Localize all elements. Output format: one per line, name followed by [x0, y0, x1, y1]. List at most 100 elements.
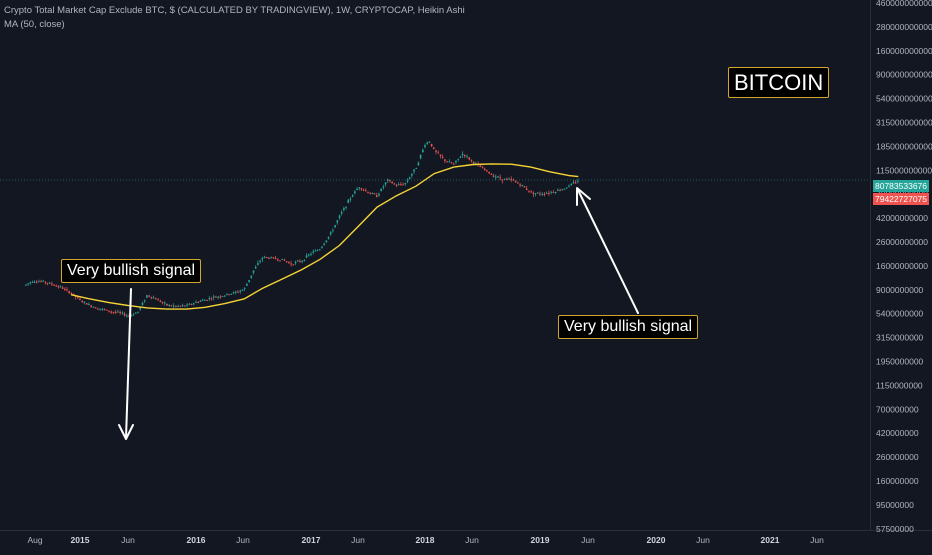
candle-up [204, 299, 206, 301]
candle-up [223, 295, 226, 297]
candle-down [157, 299, 159, 301]
time-tick-label: Jun [465, 535, 479, 545]
candle-down [514, 181, 517, 183]
candle-up [199, 300, 202, 302]
candle-up [340, 212, 343, 214]
candle-down [237, 291, 239, 293]
price-tick-label: 26000000000 [876, 237, 928, 247]
candle-down [433, 147, 435, 150]
candle-up [294, 261, 297, 264]
candle-up [536, 192, 539, 194]
candle-up [254, 266, 257, 269]
candle-down [362, 189, 365, 191]
candle-up [329, 232, 332, 235]
candle-down [525, 188, 528, 190]
candle-down [517, 182, 519, 184]
candle-down [46, 282, 49, 284]
price-tick-label: 16000000000 [876, 261, 928, 271]
candle-down [128, 315, 130, 317]
candle-down [501, 179, 504, 181]
candle-up [408, 177, 411, 180]
candle-down [528, 190, 530, 192]
candle-up [192, 303, 195, 305]
candle-up [305, 255, 308, 258]
candle-up [130, 314, 133, 316]
candle-down [175, 305, 177, 307]
candle-down [360, 188, 363, 190]
candle-up [561, 189, 564, 191]
candle-up [323, 243, 325, 246]
candle-down [375, 195, 378, 198]
candle-down [70, 293, 73, 295]
candle-down [288, 262, 290, 264]
candle-up [475, 163, 477, 165]
candle-down [369, 193, 371, 195]
candle-down [274, 258, 277, 260]
candle-down [210, 298, 213, 300]
time-tick-label: 2018 [416, 535, 435, 545]
candle-up [101, 308, 104, 310]
candle-down [85, 303, 88, 305]
candle-up [316, 250, 319, 252]
candle-up [121, 312, 124, 314]
candle-up [397, 184, 400, 186]
candle-down [391, 181, 393, 184]
candle-down [285, 261, 288, 263]
price-tick-label: 900000000000 [876, 70, 932, 80]
time-tick-label: 2020 [647, 535, 666, 545]
candle-down [179, 305, 182, 307]
candle-up [188, 303, 191, 305]
time-tick-label: Jun [810, 535, 824, 545]
candle-up [503, 178, 506, 180]
candle-down [64, 288, 66, 290]
candle-down [400, 184, 402, 186]
candle-up [263, 256, 266, 258]
signal-label-right: Very bullish signal [558, 315, 699, 340]
candle-up [534, 193, 537, 195]
time-tick-label: Jun [696, 535, 710, 545]
time-tick-label: Jun [121, 535, 135, 545]
price-tick-label: 115000000000 [876, 165, 932, 175]
price-tick-label: 46000000000000 [876, 0, 932, 8]
candle-down [277, 259, 279, 261]
candle-up [217, 296, 219, 298]
candle-up [494, 176, 497, 178]
candle-up [33, 281, 36, 283]
candle-down [265, 257, 268, 259]
candle-up [29, 282, 32, 284]
candle-up [426, 142, 429, 144]
candle-up [497, 176, 499, 178]
candle-up [572, 182, 575, 184]
candle-down [574, 182, 577, 184]
candle-down [81, 300, 84, 303]
price-tick-label: 315000000000 [876, 118, 932, 128]
candle-down [44, 281, 47, 283]
candle-up [239, 290, 242, 292]
candle-down [150, 296, 153, 298]
chart-title: Crypto Total Market Cap Exclude BTC, $ (… [4, 5, 465, 16]
candle-down [114, 312, 117, 314]
candle-down [530, 191, 532, 193]
candle-down [57, 286, 60, 288]
candle-down [402, 184, 404, 186]
candle-down [68, 291, 70, 294]
time-tick-label: 2021 [761, 535, 780, 545]
price-tick-label: 16000000000000 [876, 46, 932, 56]
candle-up [336, 220, 339, 223]
candle-up [99, 308, 101, 310]
candle-down [519, 184, 521, 186]
candle-up [143, 300, 146, 302]
candle-down [166, 303, 168, 306]
price-tick-label: 420000000 [876, 428, 919, 438]
candle-down [539, 193, 541, 195]
bitcoin-label: BITCOIN [728, 67, 830, 99]
candle-down [437, 152, 440, 154]
candle-down [439, 154, 442, 156]
candle-up [568, 185, 570, 187]
candle-up [455, 160, 457, 163]
time-axis: Aug 2015 Jun 2016 Jun 2017 Jun 2018 Jun 2019 Jun 20… [27, 535, 824, 545]
candle-up [314, 250, 317, 252]
candle-down [110, 311, 113, 313]
candle-down [55, 285, 58, 287]
